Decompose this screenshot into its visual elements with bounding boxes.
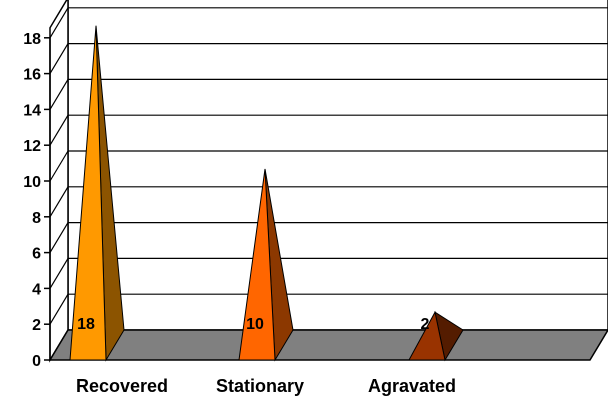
y-tick-label: 8 [32, 210, 41, 227]
y-tick-label: 16 [23, 67, 41, 84]
y-tick-label: 10 [23, 174, 41, 191]
gridline-side [49, 7, 69, 39]
y-axis-ticks [44, 37, 51, 361]
gridline-side [49, 293, 69, 325]
gridline-side [49, 114, 69, 146]
chart-floor [48, 329, 608, 361]
data-label: 18 [77, 316, 95, 333]
gridline-side [49, 258, 69, 289]
pyramid-bar [238, 168, 294, 362]
pyramid-bar [69, 25, 125, 362]
gridline-side [49, 43, 69, 74]
pyramid-bars [69, 25, 464, 362]
pyramid-bar [408, 310, 464, 362]
pyramid-front-face [238, 168, 276, 361]
y-tick-label: 14 [23, 102, 41, 119]
category-label: Stationary [216, 376, 304, 396]
y-tick-label: 4 [32, 281, 41, 298]
category-labels: Recovered Stationary Agravated [76, 376, 456, 396]
category-label: Agravated [368, 376, 456, 396]
y-tick-label: 6 [32, 246, 41, 263]
pyramid-front-face [408, 310, 446, 361]
floor [48, 329, 608, 361]
gridline-side [49, 186, 69, 218]
data-label: 10 [246, 316, 264, 333]
gridlines [49, 7, 608, 325]
y-axis-tick-labels: 0 2 4 6 8 10 12 14 16 18 [23, 31, 41, 370]
gridline-side [49, 150, 69, 182]
side-wall [49, 0, 69, 363]
y-tick-label: 12 [23, 138, 41, 155]
pyramid-front-face [69, 25, 107, 361]
data-label: 2 [421, 316, 430, 333]
y-tick-label: 18 [23, 31, 41, 48]
y-tick-label: 0 [32, 353, 41, 370]
chart-walls [49, 0, 608, 363]
back-wall [67, 0, 608, 331]
data-labels: 18 10 2 [77, 316, 429, 333]
category-label: Recovered [76, 376, 168, 396]
gridline-side [49, 222, 69, 253]
y-tick-label: 2 [32, 317, 41, 334]
gridline-side [49, 79, 69, 110]
